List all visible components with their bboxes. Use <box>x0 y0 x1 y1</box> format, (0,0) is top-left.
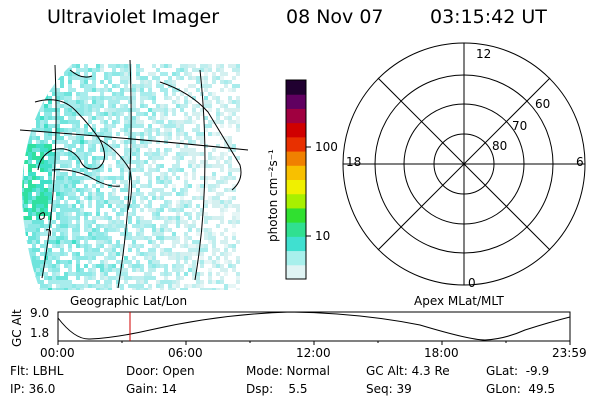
altitude-ymax: 9.0 <box>30 306 50 320</box>
seq-info: Seq: 39 <box>366 382 412 396</box>
colorbar-tick-100: 100 <box>315 140 338 154</box>
mlt-6-label: 6 <box>576 155 584 169</box>
lat-70-label: 70 <box>512 119 528 133</box>
lat-60-label: 60 <box>535 97 551 111</box>
colorbar-band <box>286 80 306 95</box>
geo-label: Geographic Lat/Lon <box>70 294 188 308</box>
xtick-1: 06:00 <box>168 346 203 360</box>
colorbar-band <box>286 122 306 138</box>
coastlines <box>34 69 242 237</box>
time-label: 03:15:42 UT <box>430 6 547 28</box>
lat-80-label: 80 <box>492 139 508 153</box>
flt-info: Flt: LBHL <box>10 364 64 378</box>
polar-plot <box>342 42 586 286</box>
mlt-0-label: 0 <box>468 276 476 290</box>
colorbar-unit-label: photon cm⁻²s⁻¹ <box>266 149 280 242</box>
colorbar-band <box>286 207 306 223</box>
geo-grid <box>19 59 249 289</box>
mlt-18-label: 18 <box>346 155 362 169</box>
date-label: 08 Nov 07 <box>286 6 384 28</box>
colorbar-band <box>286 136 306 152</box>
colorbar-band <box>286 250 306 266</box>
colorbar-band <box>286 179 306 195</box>
colorbar-band <box>286 236 306 252</box>
colorbar-band <box>286 108 306 124</box>
gcalt-info: GC Alt: 4.3 Re <box>366 364 450 378</box>
xtick-3: 18:00 <box>424 346 459 360</box>
colorbar-band <box>286 151 306 166</box>
dsp-info: Dsp: 5.5 <box>246 382 308 396</box>
xtick-0: 00:00 <box>40 346 75 360</box>
glat-info: GLat: -9.9 <box>486 364 550 378</box>
door-info: Door: Open <box>126 364 195 378</box>
colorbar <box>285 79 311 280</box>
colorbar-band <box>286 222 306 237</box>
xtick-4: 23:59 <box>552 346 587 360</box>
altitude-plot <box>57 311 571 345</box>
colorbar-band <box>286 165 306 180</box>
altitude-ylabel: GC Alt <box>10 309 24 347</box>
glon-info: GLon: 49.5 <box>486 382 556 396</box>
uv-image-panel <box>19 59 249 290</box>
colorbar-band <box>286 264 306 280</box>
gain-info: Gain: 14 <box>126 382 177 396</box>
mode-info: Mode: Normal <box>246 364 330 378</box>
ip-info: IP: 36.0 <box>10 382 56 396</box>
colorbar-band <box>286 193 306 209</box>
colorbar-tick-10: 10 <box>315 229 331 243</box>
colorbar-band <box>286 94 306 109</box>
mlt-12-label: 12 <box>476 47 492 61</box>
xtick-2: 12:00 <box>296 346 331 360</box>
apex-label: Apex MLat/MLT <box>414 294 504 308</box>
altitude-ymin: 1.8 <box>30 326 50 340</box>
app-title: Ultraviolet Imager <box>47 6 220 28</box>
